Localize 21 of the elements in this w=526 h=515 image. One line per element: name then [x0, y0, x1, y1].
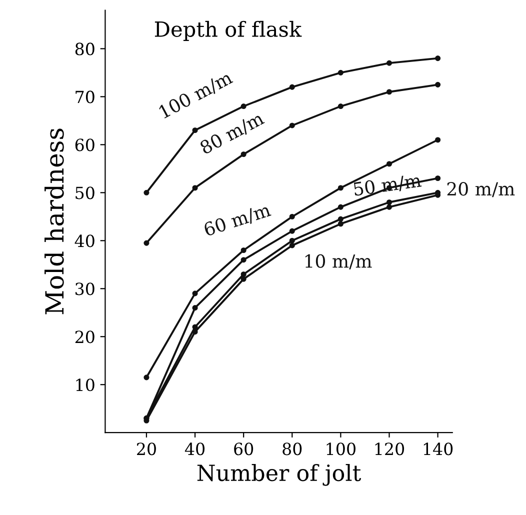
- series-label: 10 m/m: [305, 254, 372, 270]
- x-tick-label: 140: [424, 442, 453, 456]
- y-tick-label: 50: [76, 186, 94, 200]
- chart-title: Depth of flask: [154, 20, 302, 42]
- text: 60 m/m: [203, 202, 272, 238]
- y-tick-label: 30: [76, 282, 94, 296]
- y-tick-label: 60: [75, 138, 94, 152]
- x-tick-label: 40: [184, 442, 205, 456]
- y-axis-title: Mold hardness: [44, 128, 64, 314]
- x-tick-label: 100: [326, 442, 356, 456]
- x-tick-label: 60: [234, 442, 254, 456]
- x-tick-label: 80: [282, 442, 302, 456]
- y-tick-label: 20: [75, 330, 94, 344]
- x-tick-label: 120: [375, 442, 404, 456]
- y-tick-label: 80: [75, 42, 94, 56]
- series-label: 20 m/m: [447, 182, 515, 198]
- y-tick-label: 10: [76, 378, 94, 392]
- x-axis-title: Number of jolt: [197, 464, 362, 486]
- y-tick-label: 70: [76, 90, 94, 104]
- x-tick-label: 20: [136, 442, 156, 456]
- y-tick-label: 40: [74, 234, 94, 248]
